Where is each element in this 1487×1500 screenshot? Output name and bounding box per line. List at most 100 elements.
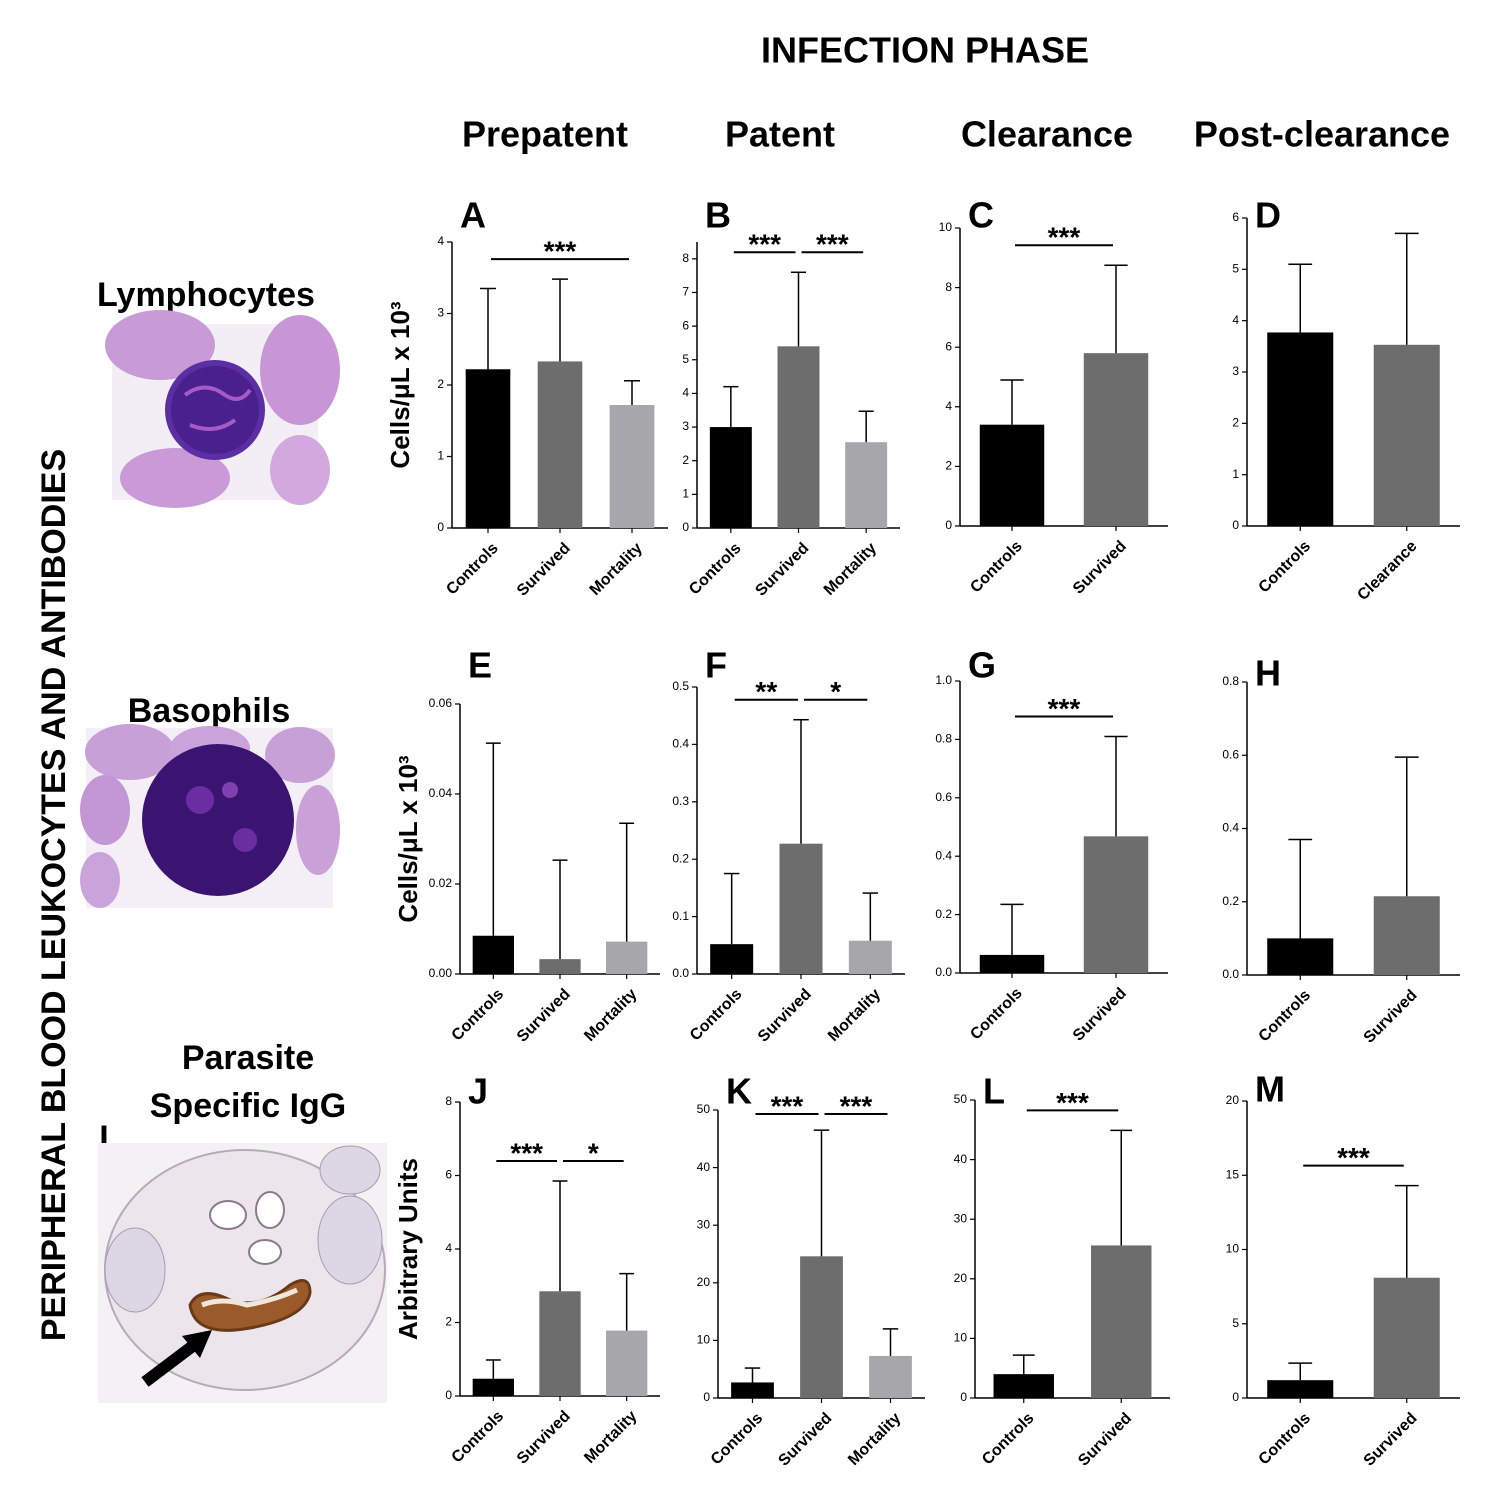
x-tick-label: Controls: [686, 540, 745, 599]
y-tick-label: 2: [437, 377, 444, 391]
y-tick-label: 10: [697, 1333, 711, 1347]
x-tick-label: Controls: [1256, 987, 1315, 1046]
x-tick-label: Survived: [755, 986, 815, 1046]
panel-letter: L: [983, 1071, 1005, 1112]
x-tick-label: Mortality: [587, 540, 646, 599]
y-tick-label: 0.04: [429, 786, 453, 800]
y-tick-label: 0: [1232, 518, 1239, 532]
bar: [979, 954, 1045, 973]
y-axis-label: Arbitrary Units: [393, 1158, 423, 1340]
y-tick-label: 20: [954, 1271, 968, 1285]
panel-letter: D: [1255, 195, 1281, 236]
bar: [869, 1355, 912, 1398]
significance-label: ***: [748, 229, 781, 260]
y-tick-label: 0.2: [1222, 894, 1239, 908]
panel-letter: B: [705, 195, 731, 236]
bar: [845, 442, 888, 528]
y-tick-label: 5: [1232, 262, 1239, 276]
panel-letter: J: [468, 1071, 488, 1112]
y-tick-label: 6: [1232, 210, 1239, 224]
tissue-image: [98, 1143, 387, 1403]
significance-label: ***: [816, 229, 849, 260]
y-axis-label: Cells/μL x 10³: [385, 301, 415, 469]
x-tick-label: Controls: [1256, 1410, 1315, 1469]
x-tick-label: Mortality: [581, 1408, 640, 1467]
x-tick-label: Clearance: [1354, 538, 1420, 604]
y-tick-label: 0.3: [672, 794, 689, 808]
y-tick-label: 40: [954, 1152, 968, 1166]
y-tick-label: 8: [682, 251, 689, 265]
panel-letter: K: [726, 1071, 752, 1112]
y-tick-label: 0: [960, 1390, 967, 1404]
significance-label: ***: [1337, 1142, 1370, 1173]
x-tick-label: Survived: [1070, 538, 1130, 598]
y-tick-label: 0: [437, 520, 444, 534]
bar: [1267, 332, 1334, 526]
x-tick-label: Survived: [752, 540, 812, 600]
bar: [979, 424, 1045, 526]
y-tick-label: 10: [954, 1331, 968, 1345]
y-tick-label: 0.6: [1222, 747, 1239, 761]
y-tick-label: 15: [1226, 1167, 1240, 1181]
y-tick-label: 40: [697, 1160, 711, 1174]
panel-letter: H: [1255, 653, 1281, 694]
y-tick-label: 6: [682, 318, 689, 332]
bar: [1373, 344, 1440, 526]
y-tick-label: 4: [1232, 313, 1239, 327]
significance-label: ***: [510, 1137, 543, 1168]
y-tick-label: 8: [945, 280, 952, 294]
panel-letter: M: [1255, 1069, 1285, 1110]
y-tick-label: 0.4: [935, 848, 952, 862]
y-tick-label: 1: [1232, 467, 1239, 481]
x-tick-label: Controls: [967, 538, 1026, 597]
row-label: Specific IgG: [150, 1087, 347, 1125]
y-tick-label: 20: [697, 1275, 711, 1289]
y-tick-label: 2: [682, 453, 689, 467]
bar: [472, 935, 514, 974]
y-tick-label: 4: [945, 399, 952, 413]
significance-label: ***: [1048, 222, 1081, 253]
phase-header: Prepatent: [462, 114, 628, 155]
x-tick-label: Mortality: [845, 1410, 904, 1469]
image-label: I: [99, 1119, 108, 1157]
x-tick-label: Controls: [708, 1410, 767, 1469]
y-tick-label: 7: [682, 285, 689, 299]
x-tick-label: Survived: [1361, 1410, 1421, 1470]
y-tick-label: 0.0: [1222, 967, 1239, 981]
y-tick-label: 0: [445, 1388, 452, 1402]
x-tick-label: Controls: [687, 986, 746, 1045]
phase-header: Patent: [725, 114, 835, 155]
y-tick-label: 20: [1226, 1093, 1240, 1107]
panel-letter: C: [968, 195, 994, 236]
y-tick-label: 0.4: [672, 737, 689, 751]
y-tick-label: 0.02: [429, 876, 453, 890]
y-tick-label: 30: [697, 1217, 711, 1231]
bar: [609, 405, 655, 528]
bar: [993, 1374, 1054, 1398]
significance-label: ***: [1048, 693, 1081, 724]
y-tick-label: 6: [945, 339, 952, 353]
bar: [606, 1330, 648, 1396]
y-tick-label: 0.2: [672, 851, 689, 865]
y-tick-label: 3: [682, 419, 689, 433]
bar: [539, 1291, 581, 1396]
bar: [1373, 896, 1440, 975]
significance-label: *: [830, 676, 841, 707]
bar: [709, 427, 752, 528]
x-tick-label: Mortality: [581, 986, 640, 1045]
x-tick-label: Mortality: [821, 540, 880, 599]
significance-label: *: [588, 1137, 599, 1168]
y-tick-label: 0.0: [935, 965, 952, 979]
bar: [1091, 1245, 1152, 1398]
x-tick-label: Survived: [1361, 987, 1421, 1047]
y-tick-label: 30: [954, 1211, 968, 1225]
phase-header: Post-clearance: [1194, 114, 1450, 155]
x-tick-label: Survived: [1075, 1410, 1135, 1470]
x-tick-label: Survived: [514, 986, 574, 1046]
y-tick-label: 8: [445, 1094, 452, 1108]
bar: [1267, 1380, 1334, 1398]
x-tick-label: Controls: [967, 985, 1026, 1044]
y-tick-label: 0: [945, 518, 952, 532]
row-label: Parasite: [182, 1039, 314, 1077]
